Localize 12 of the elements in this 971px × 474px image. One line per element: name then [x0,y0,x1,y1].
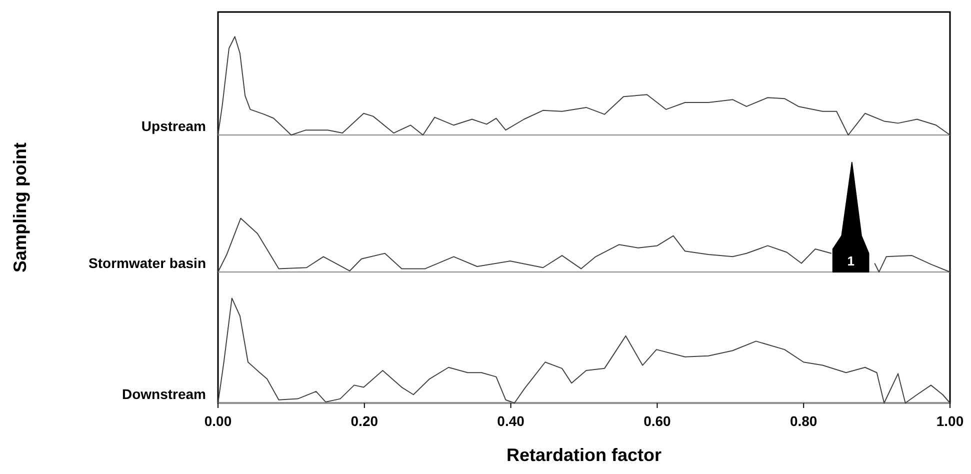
series-label: Upstream [141,118,206,134]
x-axis-title: Retardation factor [506,445,662,465]
x-tick-label: 0.00 [204,413,232,429]
x-tick-label: 0.80 [790,413,818,429]
x-tick-label: 0.20 [350,413,378,429]
x-tick-label: 1.00 [936,413,964,429]
series-label: Stormwater basin [88,255,206,271]
annotation: 1 [847,253,854,268]
y-axis-title: Sampling point [10,142,30,272]
x-tick-label: 0.40 [497,413,525,429]
series-label: Downstream [122,386,206,402]
x-tick-label: 0.60 [644,413,672,429]
